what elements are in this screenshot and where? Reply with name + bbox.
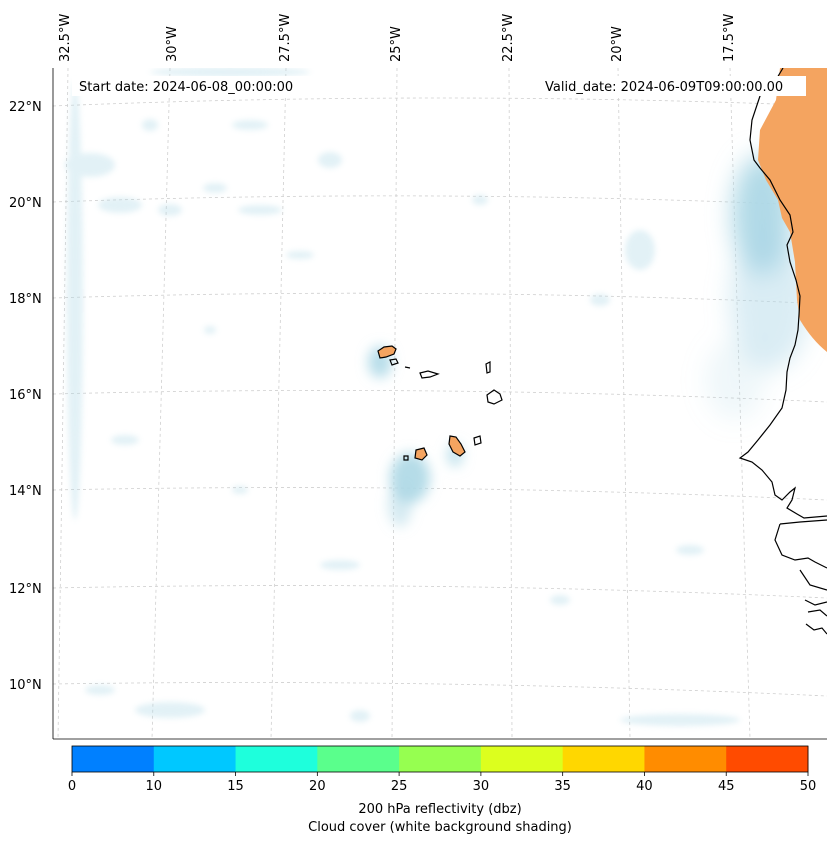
- colorbar-swatch-0: [72, 746, 155, 772]
- colorbar-swatch-2: [235, 746, 318, 772]
- colorbar-frame: [71, 745, 809, 773]
- parallel-16n: [53, 390, 827, 403]
- lon-label-25w: 25°W: [389, 26, 404, 62]
- parallel-20n: [53, 195, 827, 207]
- lon-label-30w: 30°W: [165, 26, 180, 62]
- island-santiago: [448, 435, 466, 457]
- start-date-box: Start date: 2024-06-08_00:00:00: [72, 76, 312, 96]
- meridian-32-5w: [57, 68, 69, 739]
- coast-segment-islands-south: [804, 599, 827, 606]
- colorbar-tick-label-4: 25: [391, 779, 408, 794]
- coast-segment-gambia: [779, 519, 827, 525]
- island-fogo: [414, 447, 428, 461]
- lat-label-16n: 16°N: [9, 388, 42, 403]
- lon-label-22-5w: 22.5°W: [501, 14, 516, 62]
- parallel-22n: [53, 97, 827, 107]
- valid-date-box: Valid_date: 2024-06-09T09:00:00.00: [538, 76, 806, 96]
- island-brava: [403, 455, 409, 461]
- colorbar-tick-label-9: 50: [800, 779, 817, 794]
- colorbar-label-cloud-cover: Cloud cover (white background shading): [308, 820, 572, 835]
- map-panel: [53, 68, 827, 739]
- latitude-labels: 22°N 20°N 18°N 16°N 14°N 12°N 10°N: [9, 100, 42, 693]
- african-coastline: [738, 68, 827, 519]
- colorbar-swatch-4: [399, 746, 482, 772]
- island-sal: [485, 361, 491, 374]
- parallel-10n: [53, 682, 827, 697]
- lon-label-27-5w: 27.5°W: [278, 14, 293, 62]
- lat-label-12n: 12°N: [9, 582, 42, 597]
- colorbar-tick-label-0: 0: [68, 779, 76, 794]
- coast-segment-sierra: [807, 609, 827, 617]
- colorbar-label-reflectivity: 200 hPa reflectivity (dbz): [358, 802, 521, 817]
- meridian-30w: [151, 68, 171, 739]
- lat-label-14n: 14°N: [9, 484, 42, 499]
- colorbar-swatch-3: [317, 746, 400, 772]
- colorbar-tick-label-3: 20: [309, 779, 326, 794]
- reflectivity-layer: [758, 68, 827, 352]
- lon-label-20w: 20°W: [610, 26, 625, 62]
- lon-label-17-5w: 17.5°W: [722, 14, 737, 62]
- reflectivity-area-mainland: [758, 68, 827, 352]
- coast-segment-guinea: [799, 569, 827, 591]
- colorbar-swatch-5: [480, 746, 564, 772]
- island-maio: [473, 435, 482, 446]
- gridlines: [53, 68, 827, 739]
- island-sao-vicente: [389, 358, 399, 366]
- island-sao-nicolau: [419, 370, 440, 379]
- colorbar-swatch-1: [153, 746, 237, 772]
- parallel-14n: [53, 487, 827, 501]
- coast-segment-bottom: [805, 623, 827, 635]
- coast-segment-guinea-bissau: [774, 523, 827, 569]
- start-date-label: Start date: 2024-06-08_00:00:00: [79, 80, 293, 95]
- lat-label-10n: 10°N: [9, 678, 42, 693]
- island-boa-vista: [486, 389, 503, 405]
- island-santo-antao: [377, 345, 397, 359]
- lat-label-22n: 22°N: [9, 100, 42, 115]
- lat-label-20n: 20°N: [9, 196, 42, 211]
- meridian-20w: [617, 68, 631, 739]
- meridian-25w: [391, 68, 398, 739]
- colorbar-swatch-7: [644, 746, 727, 772]
- island-santa-luzia: [404, 366, 411, 369]
- colorbar-ticks: 0 10 15 20 25 30 35 40 45 50: [68, 772, 816, 794]
- colorbar-swatches: [72, 746, 809, 772]
- colorbar-tick-label-5: 30: [473, 779, 490, 794]
- lat-label-18n: 18°N: [9, 292, 42, 307]
- colorbar-swatch-8: [726, 746, 809, 772]
- colorbar-tick-label-1: 10: [146, 779, 163, 794]
- colorbar: 0 10 15 20 25 30 35 40 45 50 200 hPa reflectivity…: [68, 745, 816, 835]
- meridian-27-5w: [270, 68, 287, 739]
- valid-date-label: Valid_date: 2024-06-09T09:00:00.00: [545, 80, 783, 95]
- colorbar-tick-label-7: 40: [636, 779, 653, 794]
- colorbar-tick-label-8: 45: [718, 779, 735, 794]
- meridian-17-5w: [729, 68, 751, 739]
- cloud-cover-layer: [65, 68, 810, 726]
- colorbar-tick-label-6: 35: [554, 779, 571, 794]
- lon-label-32-5w: 32.5°W: [58, 14, 73, 62]
- parallel-18n: [53, 292, 827, 305]
- coastline-layer: [377, 68, 827, 635]
- colorbar-swatch-6: [562, 746, 645, 772]
- parallel-12n: [53, 585, 827, 599]
- meridian-22-5w: [508, 68, 513, 739]
- colorbar-tick-label-2: 15: [227, 779, 244, 794]
- longitude-labels: 32.5°W 30°W 27.5°W 25°W 22.5°W 20°W 17.5…: [58, 14, 737, 62]
